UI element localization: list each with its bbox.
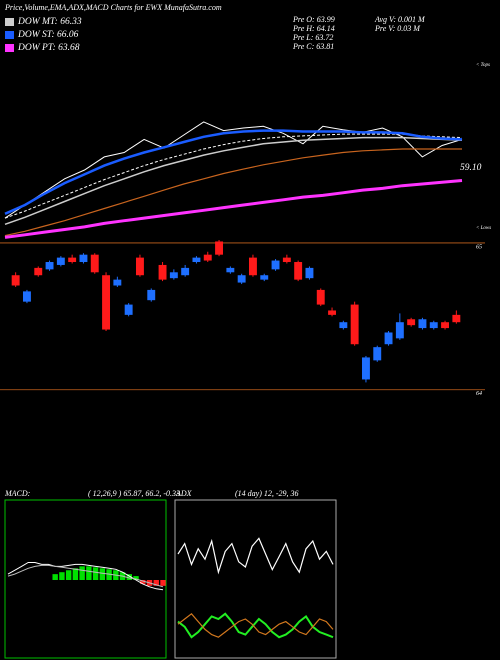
candle-body xyxy=(192,257,201,263)
series-line xyxy=(177,612,334,638)
candle-body xyxy=(441,322,450,329)
candle-body xyxy=(181,267,190,276)
legend-swatch xyxy=(5,44,14,52)
series-line xyxy=(7,562,164,591)
chart-title: Price,Volume,EMA,ADX,MACD Charts for EWX… xyxy=(4,3,222,12)
candle-body xyxy=(316,289,325,305)
series-line xyxy=(4,129,463,215)
candle-body xyxy=(237,275,246,283)
candle-body xyxy=(328,310,337,315)
stat: Pre O: 63.99 xyxy=(292,15,335,24)
candle-body xyxy=(384,332,393,345)
series-line xyxy=(4,133,463,219)
candle-body xyxy=(124,304,133,315)
histogram-bar xyxy=(65,570,72,580)
series-line xyxy=(4,136,463,226)
series-line xyxy=(7,564,164,588)
candle-body xyxy=(68,257,77,263)
candle-body xyxy=(373,347,382,361)
candle-body xyxy=(452,314,461,323)
histogram-bar xyxy=(72,568,79,580)
histogram-bar xyxy=(52,574,58,580)
histogram-bar xyxy=(59,572,65,580)
candle-body xyxy=(79,254,88,263)
candle-body xyxy=(407,319,416,326)
histogram-bar xyxy=(106,569,112,580)
candle-body xyxy=(113,279,122,286)
candle-body xyxy=(34,267,43,276)
series-line xyxy=(177,537,334,575)
legend-swatch xyxy=(5,18,14,26)
candle-body xyxy=(215,241,224,255)
annotation: 59.10 xyxy=(460,163,482,173)
annotation: < Tops xyxy=(476,63,490,68)
candle-body xyxy=(135,257,144,276)
series-line xyxy=(4,179,463,239)
candle-body xyxy=(169,272,178,279)
candle-body xyxy=(11,275,20,286)
candle-body xyxy=(158,264,167,280)
series-line xyxy=(4,148,462,237)
candle-body xyxy=(90,254,99,273)
panel-subtitle: (14 day) 12, -29, 36 xyxy=(235,489,299,498)
annotation: < Lows xyxy=(476,226,491,231)
candle-body xyxy=(429,322,438,329)
candle-body xyxy=(395,322,404,339)
y-tick-label: 65 xyxy=(476,244,482,250)
panel-border xyxy=(174,499,337,659)
legend-label: DOW MT: 66.33 xyxy=(17,17,82,27)
histogram-bar xyxy=(153,580,159,586)
series-line xyxy=(4,121,463,219)
histogram-bar xyxy=(133,576,139,580)
histogram-bar xyxy=(99,568,106,580)
y-tick-label: 64 xyxy=(476,390,482,397)
histogram-bar xyxy=(140,580,146,584)
candle-body xyxy=(56,257,65,265)
candle-body xyxy=(147,289,156,301)
stat: Avg V: 0.001 M xyxy=(374,15,426,24)
candle-body xyxy=(45,262,54,270)
panel-title: ADX xyxy=(175,489,193,498)
candle-body xyxy=(248,257,257,276)
candle-body xyxy=(305,267,314,279)
candle-body xyxy=(361,357,370,380)
panel-subtitle: ( 12,26,9 ) 65.87, 66.2, -0.33 xyxy=(88,489,180,498)
panel-title: MACD: xyxy=(4,489,31,498)
legend-label: DOW PT: 63.68 xyxy=(17,43,80,53)
candle-body xyxy=(226,267,235,273)
panel-border xyxy=(4,499,167,659)
stat: Pre H: 64.14 xyxy=(292,24,335,33)
candle-body xyxy=(339,322,348,329)
legend-swatch xyxy=(5,31,14,39)
histogram-bar xyxy=(126,574,132,580)
candle-body xyxy=(260,275,269,280)
candle-body xyxy=(282,257,291,263)
candle-body xyxy=(350,304,359,345)
stat: Pre C: 63.81 xyxy=(292,42,334,51)
histogram-bar xyxy=(160,580,166,586)
stat: Pre V: 0.03 M xyxy=(374,24,421,33)
histogram-bar xyxy=(79,566,85,580)
candle-body xyxy=(203,254,212,261)
legend-label: DOW ST: 66.06 xyxy=(17,30,79,40)
candle-body xyxy=(294,262,303,280)
histogram-bar xyxy=(92,567,99,580)
candle-body xyxy=(102,275,111,330)
stat: Pre L: 63.72 xyxy=(292,33,333,42)
candle-body xyxy=(22,291,31,302)
candle-body xyxy=(418,319,427,329)
histogram-bar xyxy=(86,566,92,580)
series-line xyxy=(177,612,334,639)
candle-body xyxy=(271,260,280,270)
